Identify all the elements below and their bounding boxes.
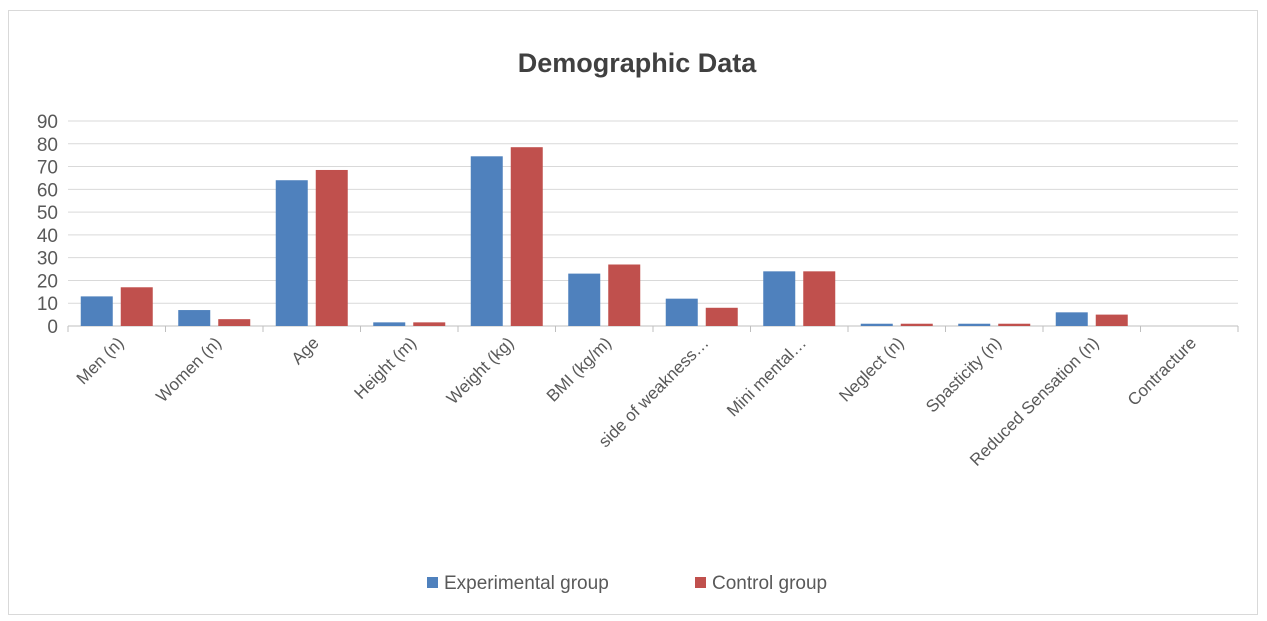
x-tick-label: Height (m)	[351, 333, 421, 403]
bar-experimental-0[interactable]	[80, 296, 113, 326]
legend-label: Experimental group	[444, 573, 609, 594]
x-tick-label: Contracture	[1124, 333, 1200, 409]
legend-label: Control group	[712, 573, 827, 594]
y-tick-label: 30	[37, 249, 58, 270]
legend-swatch	[427, 577, 438, 588]
x-tick-label: Neglect (n)	[835, 333, 907, 405]
bar-control-5[interactable]	[608, 264, 641, 327]
bar-control-4[interactable]	[510, 147, 543, 326]
bar-control-10[interactable]	[1095, 314, 1128, 326]
y-tick-label: 60	[37, 180, 58, 201]
bar-experimental-5[interactable]	[568, 273, 601, 326]
bar-control-8[interactable]	[900, 323, 933, 326]
x-axis-ticks: Men (n) Women (n) Age Height (m) Weight (kg)…	[67, 326, 1239, 470]
x-tick-label: Age	[288, 333, 323, 368]
y-tick-label: 50	[37, 203, 58, 224]
bar-control-0[interactable]	[120, 287, 153, 326]
x-tick-label: Weight (kg)	[443, 333, 518, 408]
y-tick-label: 0	[47, 317, 58, 338]
bar-experimental-3[interactable]	[373, 322, 406, 326]
gridlines	[68, 120, 1238, 327]
bar-control-9[interactable]	[998, 323, 1031, 326]
bar-experimental-2[interactable]	[275, 180, 308, 326]
bar-control-1[interactable]	[218, 319, 251, 326]
bar-experimental-9[interactable]	[958, 323, 991, 326]
bars	[80, 147, 1128, 327]
bar-experimental-4[interactable]	[470, 156, 503, 326]
y-tick-label: 10	[37, 294, 58, 315]
x-tick-label: Spasticity (n)	[922, 333, 1005, 416]
x-tick-label: Men (n)	[73, 333, 128, 388]
x-tick-label: Mini mental…	[723, 333, 810, 420]
bar-control-3[interactable]	[413, 322, 446, 326]
chart-title: Demographic Data	[518, 48, 758, 78]
legend-item-experimental[interactable]: Experimental group	[427, 573, 609, 594]
x-tick-label: side of weakness…	[595, 333, 713, 451]
legend[interactable]: Experimental group Control group	[427, 573, 827, 594]
bar-experimental-6[interactable]	[665, 298, 698, 326]
x-tick-label: BMI (kg/m)	[543, 333, 615, 405]
y-tick-label: 20	[37, 271, 58, 292]
bar-control-7[interactable]	[803, 271, 836, 326]
y-tick-label: 90	[37, 112, 58, 133]
bar-control-6[interactable]	[705, 307, 738, 326]
legend-item-control[interactable]: Control group	[695, 573, 827, 594]
bar-experimental-7[interactable]	[763, 271, 796, 326]
x-tick-label: Women (n)	[152, 333, 225, 406]
y-tick-label: 80	[37, 135, 58, 156]
y-tick-label: 40	[37, 226, 58, 247]
y-tick-label: 70	[37, 158, 58, 179]
legend-swatch	[695, 577, 706, 588]
bar-experimental-10[interactable]	[1055, 312, 1088, 326]
bar-experimental-1[interactable]	[178, 310, 211, 326]
bar-experimental-8[interactable]	[860, 323, 893, 326]
bar-control-2[interactable]	[315, 169, 348, 326]
